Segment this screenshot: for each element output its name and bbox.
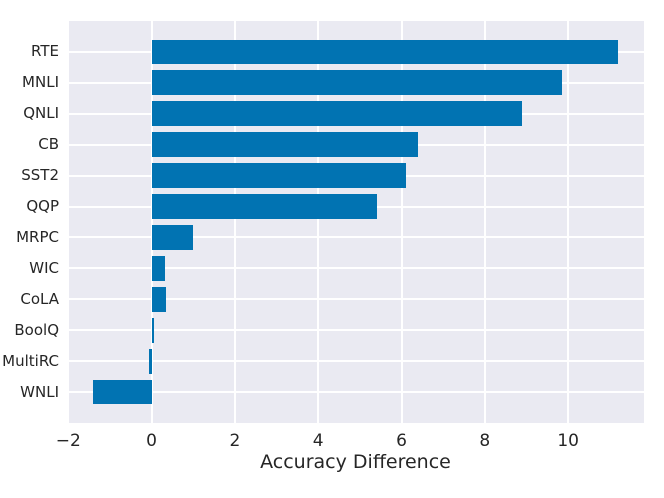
bar-WIC bbox=[151, 256, 166, 281]
gridline-x-10 bbox=[567, 21, 570, 423]
gridline-x-8 bbox=[483, 21, 486, 423]
ytick-label-MultiRC: MultiRC bbox=[2, 351, 59, 370]
ytick-label-WIC: WIC bbox=[29, 258, 59, 277]
bar-CB bbox=[151, 132, 419, 158]
xtick-label--2: −2 bbox=[55, 431, 81, 451]
gridline-x-4 bbox=[317, 21, 320, 423]
ytick-label-QNLI: QNLI bbox=[23, 104, 59, 123]
ytick-label-CoLA: CoLA bbox=[20, 289, 59, 308]
xtick-label-0: 0 bbox=[146, 431, 157, 451]
ytick-label-SST2: SST2 bbox=[21, 166, 59, 185]
gridline-y-CoLA bbox=[67, 298, 644, 301]
xtick-label-6: 6 bbox=[396, 431, 407, 451]
gridline-x-6 bbox=[400, 21, 403, 423]
gridline-y-MultiRC bbox=[67, 360, 644, 363]
bar-MNLI bbox=[151, 70, 562, 96]
xtick-label-2: 2 bbox=[229, 431, 241, 451]
bar-QNLI bbox=[151, 101, 523, 127]
bar-MultiRC bbox=[149, 348, 152, 374]
ytick-label-BoolQ: BoolQ bbox=[14, 320, 59, 339]
plot-area bbox=[67, 21, 644, 423]
gridline-x-2 bbox=[233, 21, 236, 423]
ytick-label-RTE: RTE bbox=[31, 42, 59, 61]
bar-BoolQ bbox=[151, 317, 154, 343]
gridline-y-WIC bbox=[67, 267, 644, 270]
ytick-label-CB: CB bbox=[38, 135, 59, 154]
ytick-label-MRPC: MRPC bbox=[16, 227, 59, 246]
xtick-label-10: 10 bbox=[557, 431, 579, 451]
gridline-y-BoolQ bbox=[67, 329, 644, 332]
xtick-label-8: 8 bbox=[479, 431, 491, 451]
bar-CoLA bbox=[151, 286, 166, 312]
x-axis-label: Accuracy Difference bbox=[260, 451, 451, 473]
bar-RTE bbox=[151, 39, 619, 65]
gridline-y-WNLI bbox=[67, 391, 644, 394]
ytick-label-QQP: QQP bbox=[26, 197, 59, 216]
gridline-x-0 bbox=[150, 21, 153, 423]
xtick-label-4: 4 bbox=[312, 431, 324, 451]
bar-WNLI bbox=[93, 379, 152, 405]
bar-SST2 bbox=[151, 163, 406, 188]
bar-MRPC bbox=[151, 225, 194, 250]
gridline-x--2 bbox=[67, 21, 70, 423]
ytick-label-WNLI: WNLI bbox=[20, 382, 59, 401]
bar-QQP bbox=[151, 194, 377, 219]
gridline-y-MRPC bbox=[67, 236, 644, 239]
ytick-label-MNLI: MNLI bbox=[22, 73, 59, 92]
